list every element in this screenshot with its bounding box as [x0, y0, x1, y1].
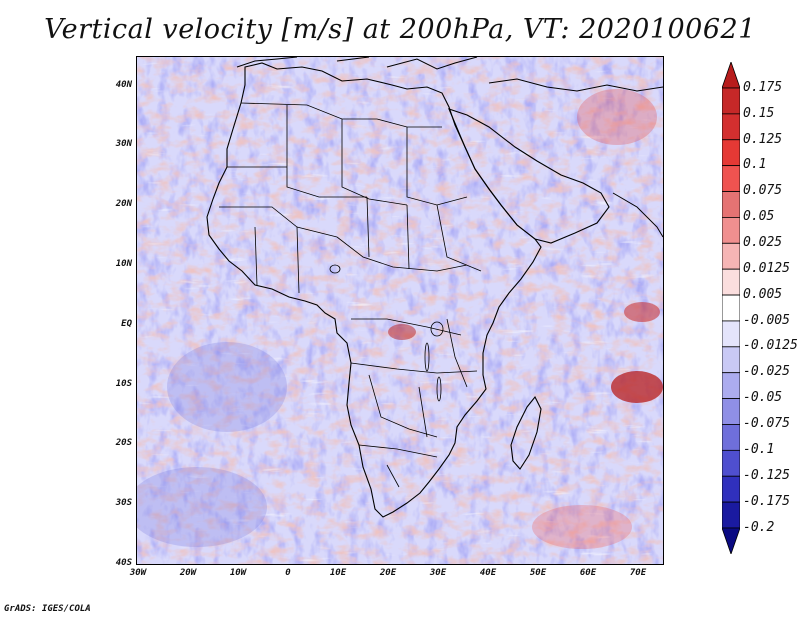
- colorbar: [722, 62, 740, 554]
- colorbar-box: [722, 242, 740, 270]
- updraft-region: [532, 505, 632, 549]
- lat-label-30s: 30S: [115, 498, 132, 508]
- madagascar-coastline: [510, 395, 542, 470]
- colorbar-box: [722, 320, 740, 348]
- colorbar-box: [722, 449, 740, 477]
- lon-label-30w: 30W: [129, 568, 147, 578]
- colorbar-label: 0.1: [743, 157, 767, 172]
- colorbar-label: -0.025: [743, 364, 790, 379]
- colorbar-box: [722, 113, 740, 141]
- colorbar-box: [722, 424, 740, 451]
- eurasia-coastline: [236, 57, 663, 238]
- lon-label-10e: 10E: [329, 568, 347, 578]
- colorbar-label: 0.125: [743, 132, 783, 147]
- lon-label-20w: 20W: [179, 568, 197, 578]
- lat-label-10n: 10N: [115, 259, 132, 269]
- country-borders: [219, 102, 482, 488]
- lon-label-60e: 60E: [579, 568, 597, 578]
- colorbar-top-arrow: [722, 62, 740, 89]
- colorbar-box: [722, 165, 740, 192]
- colorbar-boxes: [722, 62, 740, 554]
- updraft-region: [577, 89, 657, 145]
- downdraft-region: [167, 342, 287, 432]
- colorbar-label: 0.0125: [743, 261, 790, 276]
- lat-label-10s: 10S: [115, 379, 132, 389]
- lon-label-10w: 10W: [229, 568, 247, 578]
- colorbar-label: -0.005: [743, 313, 790, 328]
- lon-label-0: 0: [285, 568, 291, 578]
- colorbar-label: 0.025: [743, 235, 783, 250]
- lat-label-30n: 30N: [115, 139, 132, 149]
- colorbar-label: -0.175: [743, 494, 790, 509]
- lat-label-eq: EQ: [121, 319, 132, 329]
- lat-label-40n: 40N: [115, 80, 132, 90]
- colorbar-label: -0.125: [743, 468, 790, 483]
- colorbar-label: 0.15: [743, 106, 775, 121]
- chart-title: Vertical velocity [m/s] at 200hPa, VT: 2…: [44, 14, 756, 45]
- colorbar-bottom-arrow: [722, 527, 740, 554]
- field-streaks: [137, 57, 663, 564]
- lon-label-70e: 70E: [629, 568, 647, 578]
- colorbar-label: 0.175: [743, 80, 783, 95]
- colorbar-box: [722, 475, 740, 503]
- lat-label-20s: 20S: [115, 438, 132, 448]
- grads-credit: GrADS: IGES/COLA: [4, 604, 91, 614]
- colorbar-label: 0.05: [743, 209, 775, 224]
- colorbar-box: [722, 346, 740, 374]
- strong-updraft-region: [611, 371, 663, 403]
- colorbar-box: [722, 501, 740, 529]
- colorbar-box: [722, 87, 740, 115]
- lat-label-40s: 40S: [115, 558, 132, 568]
- updraft-region: [624, 302, 660, 322]
- lon-label-50e: 50E: [529, 568, 547, 578]
- colorbar-label: -0.0125: [743, 338, 798, 353]
- colorbar-box: [722, 217, 740, 244]
- colorbar-label: 0.075: [743, 183, 783, 198]
- lat-label-20n: 20N: [115, 199, 132, 209]
- colorbar-label: -0.05: [743, 390, 783, 405]
- colorbar-box: [722, 268, 740, 296]
- lakes: [329, 264, 444, 402]
- colorbar-box: [722, 139, 740, 167]
- lon-label-40e: 40E: [479, 568, 497, 578]
- colorbar-box: [722, 398, 740, 425]
- arabia-coastline: [448, 108, 610, 244]
- colorbar-box: [722, 191, 740, 218]
- lon-label-30e: 30E: [429, 568, 447, 578]
- velocity-field-map: [137, 57, 663, 564]
- downdraft-region: [137, 467, 267, 547]
- colorbar-label: -0.075: [743, 416, 790, 431]
- colorbar-label: -0.2: [743, 520, 775, 535]
- colorbar-label: -0.1: [743, 442, 775, 457]
- map-panel: [136, 56, 664, 565]
- colorbar-box: [722, 294, 740, 322]
- colorbar-label: 0.005: [743, 287, 783, 302]
- updraft-region: [388, 324, 416, 340]
- colorbar-box: [722, 372, 740, 399]
- lon-label-20e: 20E: [379, 568, 397, 578]
